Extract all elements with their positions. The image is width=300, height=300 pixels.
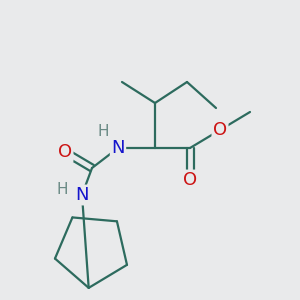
Text: H: H <box>56 182 68 197</box>
Text: O: O <box>58 143 72 161</box>
Text: N: N <box>75 186 89 204</box>
Text: O: O <box>213 121 227 139</box>
Text: H: H <box>97 124 109 140</box>
Text: N: N <box>111 139 125 157</box>
Text: O: O <box>183 171 197 189</box>
